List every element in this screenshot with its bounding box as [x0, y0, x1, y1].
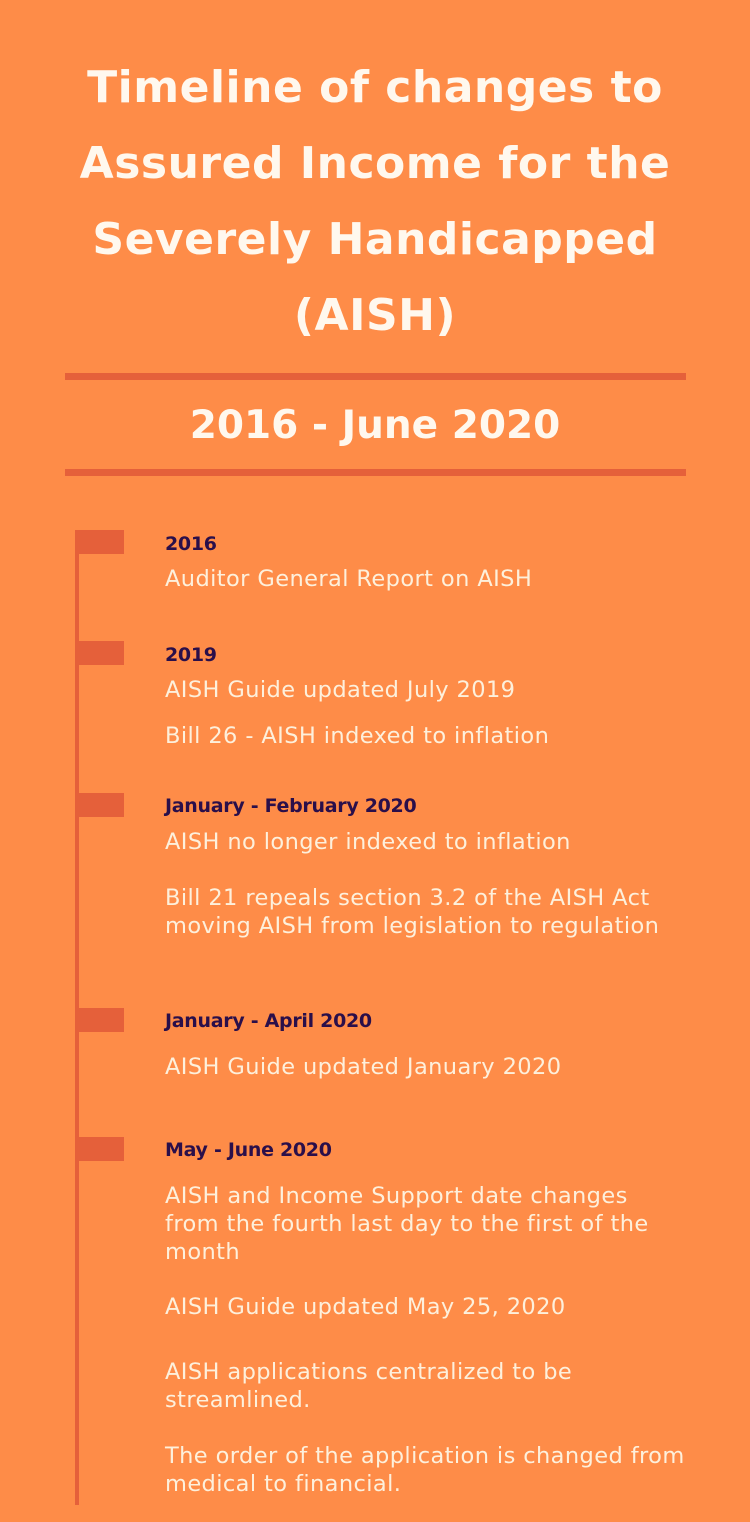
period-label: January - April 2020 [165, 1010, 372, 1032]
timeline-marker-flag-icon [75, 641, 124, 665]
title-line: Severely Handicapped [92, 214, 658, 265]
title-line: (AISH) [293, 290, 457, 341]
divider-bottom [65, 469, 686, 476]
event-text: Auditor General Report on AISH [165, 566, 533, 592]
timeline-marker-flag-icon [75, 1008, 124, 1032]
event-text: AISH applications centralized to be stre… [165, 1359, 573, 1413]
date-range-subtitle: 2016 - June 2020 [189, 403, 561, 448]
event-text: AISH Guide updated July 2019 [165, 677, 516, 703]
period-label: 2016 [165, 533, 217, 555]
event-text: AISH Guide updated January 2020 [165, 1054, 562, 1080]
event-text: AISH Guide updated May 25, 2020 [165, 1294, 566, 1320]
period-label: January - February 2020 [165, 795, 417, 817]
divider-top [65, 373, 686, 380]
period-label: 2019 [165, 644, 217, 666]
page-title: Timeline of changes to Assured Income fo… [0, 50, 750, 354]
title-line: Timeline of changes to [87, 62, 663, 113]
event-text: AISH and Income Support date changes fro… [165, 1183, 649, 1265]
timeline-marker-flag-icon [75, 530, 124, 554]
period-label: May - June 2020 [165, 1139, 332, 1161]
event-text: Bill 21 repeals section 3.2 of the AISH … [165, 885, 660, 939]
timeline-marker-flag-icon [75, 793, 124, 817]
timeline-marker-flag-icon [75, 1137, 124, 1161]
event-text: Bill 26 - AISH indexed to inflation [165, 723, 550, 749]
event-text: AISH no longer indexed to inflation [165, 829, 571, 855]
title-line: Assured Income for the [79, 138, 671, 189]
event-text: The order of the application is changed … [165, 1443, 685, 1497]
